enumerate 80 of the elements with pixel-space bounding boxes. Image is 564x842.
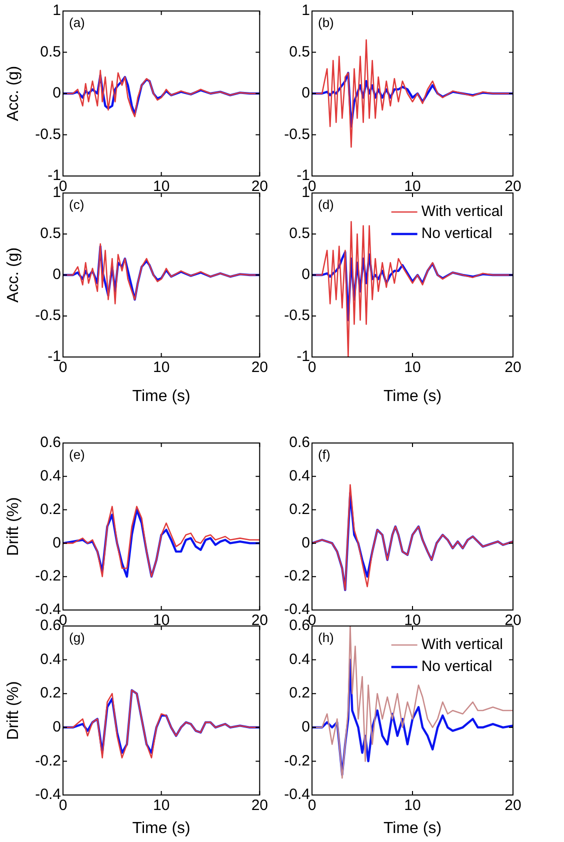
x-tick-label: 10 xyxy=(404,797,421,814)
y-tick-label: -0.2 xyxy=(35,752,61,770)
x-axis-title: Time (s) xyxy=(383,388,442,405)
y-tick-label: -0.2 xyxy=(284,752,310,770)
y-axis-title: Drift (%) xyxy=(5,497,22,556)
y-tick-label: 0.2 xyxy=(289,684,310,702)
legend-label: With vertical xyxy=(421,203,504,220)
x-axis-title: Time (s) xyxy=(383,820,442,837)
y-axis-title: Drift (%) xyxy=(5,681,22,740)
x-tick-label: 20 xyxy=(504,797,522,814)
x-tick-label: 10 xyxy=(404,612,421,630)
x-tick-label: 20 xyxy=(504,612,522,630)
annotation: (f) xyxy=(318,447,330,462)
y-tick-label: -0.4 xyxy=(284,601,310,618)
legend-label: No vertical xyxy=(421,225,492,242)
y-tick-label: 0 xyxy=(302,534,310,552)
y-tick-label: 0.2 xyxy=(40,500,61,518)
y-axis-title: Acc. (g) xyxy=(5,247,22,303)
x-tick-label: 20 xyxy=(504,359,522,376)
y-tick-label: 0.4 xyxy=(289,468,310,485)
y-tick-label: -1 xyxy=(48,167,61,184)
y-tick-label: 0.4 xyxy=(40,468,61,485)
y-tick-label: -0.5 xyxy=(284,307,310,324)
y-tick-label: 1 xyxy=(302,184,310,202)
annotation: (c) xyxy=(69,197,84,212)
x-tick-label: 10 xyxy=(152,612,170,630)
y-tick-label: -1 xyxy=(296,167,310,184)
annotation: (h) xyxy=(318,630,334,646)
y-tick-label: 0.5 xyxy=(289,225,310,242)
x-tick-label: 10 xyxy=(152,797,170,814)
x-tick-label: 10 xyxy=(404,178,421,196)
x-tick-label: 20 xyxy=(504,178,522,196)
legend-label: No vertical xyxy=(421,658,492,676)
x-axis-title: Time (s) xyxy=(132,820,190,837)
x-tick-label: 10 xyxy=(404,359,421,376)
x-tick-label: 20 xyxy=(251,797,268,814)
x-tick-label: 20 xyxy=(251,178,268,196)
y-tick-label: 0 xyxy=(302,84,310,102)
y-tick-label: -0.4 xyxy=(35,601,61,618)
y-tick-label: 1 xyxy=(52,2,61,20)
y-tick-label: 0.5 xyxy=(40,43,61,60)
y-tick-label: 1 xyxy=(52,184,61,202)
y-tick-label: 0 xyxy=(302,718,310,736)
y-tick-label: -0.2 xyxy=(35,568,61,585)
y-tick-label: -0.2 xyxy=(284,568,310,585)
y-tick-label: 0 xyxy=(52,534,61,552)
y-tick-label: 0 xyxy=(302,266,310,284)
y-tick-label: 0.6 xyxy=(40,617,61,634)
x-tick-label: 10 xyxy=(152,178,170,196)
y-axis-title: Acc. (g) xyxy=(5,66,22,122)
y-tick-label: 0.6 xyxy=(40,434,61,452)
y-tick-label: 0.2 xyxy=(40,684,61,702)
annotation: (d) xyxy=(318,197,334,212)
y-tick-label: 0 xyxy=(52,718,61,736)
annotation: (g) xyxy=(69,630,85,646)
y-tick-label: 0.5 xyxy=(40,225,61,242)
y-tick-label: -1 xyxy=(48,348,61,366)
x-tick-label: 10 xyxy=(152,359,170,376)
x-tick-label: 20 xyxy=(251,612,268,630)
annotation: (e) xyxy=(69,447,85,462)
x-tick-label: 20 xyxy=(251,359,268,376)
legend-label: With vertical xyxy=(421,636,504,654)
y-tick-label: 0.6 xyxy=(289,617,310,634)
y-tick-label: 0 xyxy=(52,266,61,284)
y-tick-label: 1 xyxy=(302,2,310,20)
x-axis-title: Time (s) xyxy=(132,388,190,405)
y-tick-label: -0.4 xyxy=(35,786,61,804)
y-tick-label: 0.4 xyxy=(40,650,61,668)
y-tick-label: -0.4 xyxy=(284,786,310,804)
y-tick-label: 0.6 xyxy=(289,434,310,452)
y-tick-label: -1 xyxy=(296,348,310,366)
y-tick-label: -0.5 xyxy=(35,307,61,324)
y-tick-label: 0.2 xyxy=(289,500,310,518)
y-tick-label: -0.5 xyxy=(284,126,310,143)
annotation: (b) xyxy=(318,15,334,30)
y-tick-label: 0.5 xyxy=(289,43,310,60)
y-tick-label: 0.4 xyxy=(289,650,310,668)
y-tick-label: -0.5 xyxy=(35,126,61,143)
y-tick-label: 0 xyxy=(52,84,61,102)
annotation: (a) xyxy=(69,15,85,30)
